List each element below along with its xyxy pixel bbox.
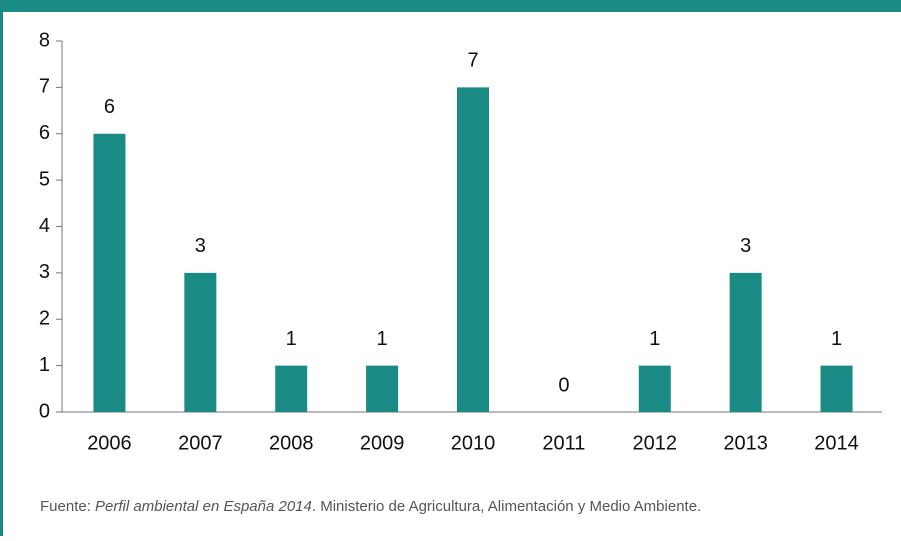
x-tick-label: 2007 (178, 432, 223, 454)
source-note: Fuente: Perfil ambiental en España 2014.… (40, 498, 701, 515)
y-tick-label: 1 (39, 354, 50, 376)
y-tick-label: 5 (39, 168, 50, 190)
y-tick-label: 3 (39, 261, 50, 283)
bar (729, 272, 762, 412)
x-tick-label: 2013 (723, 432, 768, 454)
y-tick-label: 4 (39, 215, 50, 237)
value-label: 1 (286, 328, 297, 350)
x-tick-label: 2012 (633, 432, 678, 454)
y-tick-label: 0 (39, 400, 50, 422)
x-tick-label: 2010 (451, 432, 496, 454)
left-border (0, 0, 3, 536)
bar (93, 133, 126, 412)
y-tick-label: 2 (39, 308, 50, 330)
value-label: 1 (377, 328, 388, 350)
bar (638, 365, 671, 412)
source-suffix: . Ministerio de Agricultura, Alimentació… (312, 498, 701, 515)
value-label: 1 (649, 328, 660, 350)
value-label: 3 (740, 235, 751, 257)
value-label: 0 (558, 374, 569, 396)
x-tick-label: 2009 (360, 432, 405, 454)
header-band (0, 0, 901, 12)
bar (366, 365, 399, 412)
source-prefix: Fuente: (40, 498, 95, 515)
y-tick-label: 7 (39, 76, 50, 98)
x-tick-label: 2006 (87, 432, 132, 454)
x-tick-label: 2008 (269, 432, 314, 454)
value-label: 3 (195, 235, 206, 257)
value-label: 1 (831, 328, 842, 350)
x-tick-label: 2014 (814, 432, 859, 454)
source-title: Perfil ambiental en España 2014 (95, 498, 312, 515)
value-label: 7 (467, 50, 478, 72)
bar (184, 272, 217, 412)
y-tick-label: 8 (39, 29, 50, 51)
bar (820, 365, 853, 412)
bar (457, 87, 489, 412)
bar (275, 365, 308, 412)
x-tick-label: 2011 (542, 432, 585, 454)
value-label: 6 (104, 96, 115, 118)
y-tick-label: 6 (39, 122, 50, 144)
